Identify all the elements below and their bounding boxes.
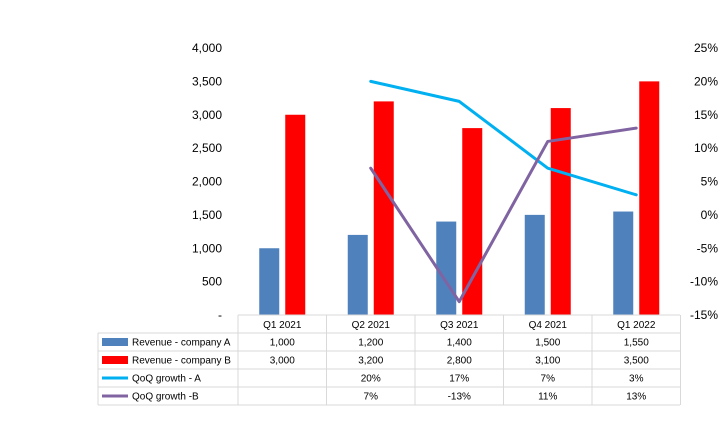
bar-company-b [373,101,394,316]
table-value: 2,800 [447,356,472,367]
table-value: 7% [541,374,556,385]
table-value: 11% [538,392,557,403]
left-axis-tick-label: 3,000 [192,108,222,122]
table-value: 3,200 [358,356,383,367]
table-value: 1,400 [447,338,472,349]
left-axis-tick-label: - [218,308,222,322]
growth-line-a [369,79,638,197]
category-label: Q2 2021 [352,320,391,331]
left-axis-tick-label: 500 [202,275,222,289]
table-value: 3% [629,374,644,385]
right-axis-tick-label: 15% [694,108,718,122]
category-label: Q1 2022 [617,320,656,331]
table-value: 7% [364,392,379,403]
left-axis-tick-label: 3,500 [192,74,222,88]
legend-swatch [102,338,128,346]
table-value: 17% [449,374,469,385]
left-axis: - 500 1,000 1,500 2,000 2,500 3,000 3,500 4,000 [192,41,222,322]
bar-company-a [436,221,457,315]
bar-company-a [613,211,634,315]
bar-company-a [347,234,368,315]
bar-company-b [285,114,306,315]
right-axis-tick-label: -10% [690,275,718,289]
left-axis-tick-label: 2,000 [192,175,222,189]
right-axis-tick-label: 20% [694,74,718,88]
left-axis-tick-label: 2,500 [192,141,222,155]
series-name: QoQ growth - A [132,374,201,385]
right-axis: -15% -10% -5% 0% 5% 10% 15% 20% 25% [690,41,718,322]
table-value: 3,100 [535,356,560,367]
right-axis-tick-label: -15% [690,308,718,322]
bar-company-a [259,248,280,315]
left-axis-tick-label: 1,500 [192,208,222,222]
bar-company-a [524,214,545,315]
series-name: QoQ growth -B [132,392,199,403]
bar-company-b [462,128,483,315]
right-axis-tick-label: 0% [701,208,719,222]
table-value: 1,550 [624,338,649,349]
right-axis-tick-label: -5% [697,241,719,255]
series-name: Revenue - company B [132,356,231,367]
table-value: 1,500 [535,338,560,349]
bar-company-b [550,108,571,315]
right-axis-tick-label: 5% [701,175,719,189]
data-table: Q1 2021 Q2 2021 Q3 2021 Q4 2021 Q1 2022 Reven… [97,314,681,406]
category-label: Q3 2021 [440,320,479,331]
table-value: 13% [626,392,646,403]
series-name: Revenue - company A [132,338,231,349]
bar-series [259,81,660,316]
left-axis-tick-label: 1,000 [192,241,222,255]
table-value: 1,200 [358,338,383,349]
line-series [369,79,638,304]
category-label: Q4 2021 [529,320,568,331]
table-value: 3,000 [270,356,295,367]
bar-company-b [639,81,660,315]
left-axis-tick-label: 4,000 [192,41,222,55]
growth-line-b [369,126,638,304]
table-value: -13% [448,392,471,403]
right-axis-tick-label: 25% [694,41,718,55]
right-axis-tick-label: 10% [694,141,718,155]
table-value: 20% [361,374,381,385]
table-value: 3,500 [624,356,649,367]
legend-swatch [102,356,128,364]
category-label: Q1 2021 [263,320,302,331]
table-value: 1,000 [270,338,295,349]
